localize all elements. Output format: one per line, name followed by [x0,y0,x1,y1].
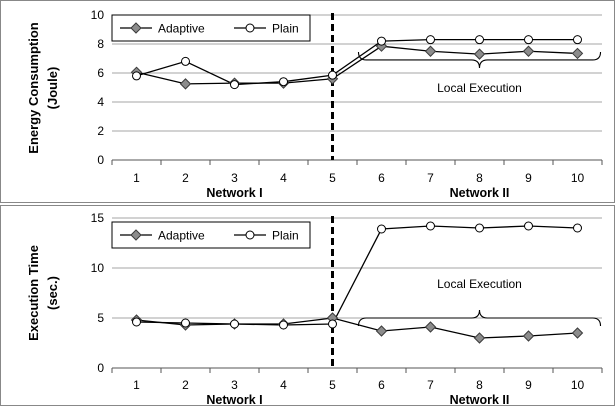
data-point-plain [426,35,435,45]
data-point-plain [181,318,190,328]
legend-entry-adaptive: Adaptive [158,22,205,36]
y-tick-label: 0 [97,361,104,375]
y-tick-label: 6 [97,66,104,80]
x-tick-label: 2 [182,171,189,185]
data-point-plain [573,223,582,233]
x-tick-label: 4 [280,378,287,392]
y-tick-label: 15 [91,211,105,225]
x-tick-label: 5 [329,378,336,392]
series-line-adaptive [136,317,578,339]
legend-marker-plain [245,23,255,33]
data-point-plain [573,35,582,45]
legend-entry-plain: Plain [272,229,299,243]
data-point-adaptive [424,321,437,333]
series-line-plain [136,225,578,326]
data-point-adaptive [473,48,486,60]
network-label: Network II [450,393,510,406]
legend-entry-adaptive: Adaptive [158,229,205,243]
data-point-plain [279,77,288,87]
y-tick-label: 0 [97,153,104,167]
y-axis-title: Energy Consumption [26,22,41,154]
x-tick-label: 2 [182,378,189,392]
data-point-plain [230,319,239,329]
legend-marker-adaptive [130,229,142,241]
x-tick-label: 7 [427,171,434,185]
legend-marker-adaptive [130,22,142,34]
legend-entry-plain: Plain [272,22,299,36]
chart-2: 0 5 10 15 1 2 3 4 5 6 7 8 9 10 Execution Time (sec.) Net… [26,211,603,407]
annotation-label: Local Execution [437,81,522,95]
network-label: Network I [206,186,262,200]
y-tick-label: 5 [97,311,104,325]
data-point-plain [132,71,141,81]
y-axis-title: (sec.) [45,276,60,310]
x-tick-label: 1 [133,171,140,185]
x-tick-label: 8 [476,171,483,185]
x-tick-label: 6 [378,378,385,392]
series-line-adaptive [136,45,578,85]
network-label: Network I [206,393,262,406]
data-point-plain [132,317,141,327]
data-point-plain [524,35,533,45]
data-point-plain [475,35,484,45]
y-tick-label: 10 [91,261,105,275]
data-point-plain [279,320,288,330]
data-point-plain [524,221,533,231]
x-tick-label: 9 [525,378,532,392]
data-point-plain [377,36,386,46]
y-tick-label: 10 [91,8,105,22]
data-point-plain [377,224,386,234]
y-tick-label: 8 [97,37,104,51]
legend: Adaptive Plain [111,221,311,249]
y-axis-title: (Joule) [45,67,60,110]
x-tick-label: 1 [133,378,140,392]
data-point-plain [426,221,435,231]
network-label: Network II [450,186,510,200]
x-tick-label: 10 [571,171,585,185]
x-tick-label: 6 [378,171,385,185]
data-point-plain [328,70,337,80]
x-tick-label: 7 [427,378,434,392]
annotation-label: Local Execution [437,277,522,291]
data-point-adaptive [424,45,437,57]
data-point-plain [230,80,239,90]
x-tick-label: 10 [571,378,585,392]
x-tick-label: 8 [476,378,483,392]
series-line-plain [136,39,578,86]
data-point-plain [328,319,337,329]
data-point-adaptive [571,327,584,339]
data-point-plain [181,56,190,66]
x-tick-label: 3 [231,171,238,185]
legend: Adaptive Plain [111,14,311,42]
legend-marker-plain [245,230,255,240]
x-tick-label: 5 [329,171,336,185]
x-tick-label: 3 [231,378,238,392]
y-tick-label: 4 [97,95,104,109]
y-tick-label: 2 [97,124,104,138]
local-execution-brace [357,309,602,327]
data-point-adaptive [522,45,535,57]
data-point-adaptive [179,78,192,90]
x-tick-label: 9 [525,171,532,185]
data-point-adaptive [473,332,486,344]
y-axis-title: Execution Time [26,245,41,341]
data-point-adaptive [571,47,584,60]
data-point-adaptive [522,330,535,342]
data-point-adaptive [375,325,388,337]
x-tick-label: 4 [280,171,287,185]
data-point-plain [475,223,484,233]
local-execution-brace [357,51,602,68]
